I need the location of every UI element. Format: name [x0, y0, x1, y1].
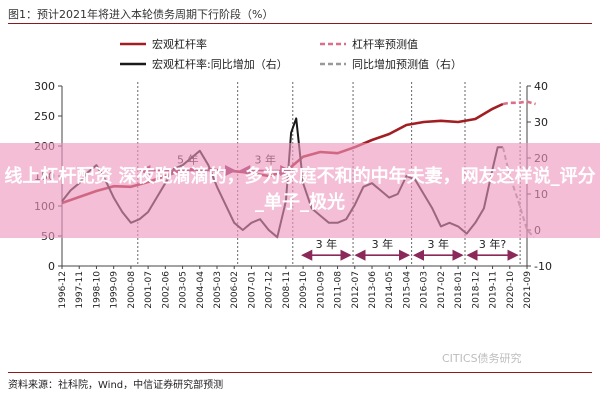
x-tick-label: 2017-02 [437, 271, 447, 309]
x-tick-label: 2018-12 [471, 271, 481, 309]
overlay-banner [0, 143, 600, 238]
legend-label-yoy_forecast: 同比增加预测值（右） [352, 57, 462, 71]
y-right-tick-label: -10 [534, 260, 552, 273]
x-tick-label: 2010-09 [316, 271, 326, 309]
x-tick-label: 2016-03 [420, 271, 430, 309]
figure-title: 图1：预计2021年将进入本轮债务周期下行阶段（%） [8, 8, 274, 21]
cycle-label: 3 年 [428, 237, 450, 251]
legend-label-yoy: 宏观杠杆率:同比增加（右） [152, 57, 288, 71]
x-tick-label: 2003-05 [179, 271, 189, 309]
series-line-2 [502, 100, 536, 106]
title-divider [8, 23, 592, 24]
x-tick-label: 2013-06 [368, 271, 378, 309]
x-tick-label: 2018-01 [454, 271, 464, 309]
cycle-label: 3 年 [372, 237, 394, 251]
cycle-label: 3 年 [316, 237, 338, 251]
legend-label-leverage: 宏观杠杆率 [152, 37, 207, 51]
x-tick-label: 2002-06 [161, 271, 171, 309]
x-tick-label: 2009-10 [299, 271, 309, 309]
y-right-tick-label: 40 [534, 80, 548, 93]
x-tick-label: 2019-11 [489, 271, 499, 309]
watermark-text: CITICS债务研究 [442, 352, 522, 365]
x-tick-label: 2021-09 [523, 271, 533, 309]
x-tick-label: 2006-02 [230, 271, 240, 309]
x-tick-label: 2020-10 [506, 271, 516, 309]
y-left-tick-label: 300 [34, 80, 55, 93]
y-left-tick-label: 0 [48, 260, 55, 273]
y-right-tick-label: 30 [534, 116, 548, 129]
x-tick-label: 2000-08 [127, 271, 137, 309]
x-tick-label: 2014-05 [385, 271, 395, 309]
source-note: 资料来源：社科院，Wind，中信证券研究部预测 [8, 380, 224, 391]
x-tick-label: 2004-04 [196, 271, 206, 309]
y-left-tick-label: 250 [34, 110, 55, 123]
x-tick-label: 2001-07 [144, 271, 154, 309]
overlay-banner-text: 线上杠杆配资 深夜跑滴滴的，多为家庭不和的中年夫妻，网友这样说_评分_单子_极光 [4, 166, 596, 213]
x-tick-label: 2008-11 [282, 271, 292, 309]
x-tick-label: 2007-12 [265, 271, 275, 309]
x-tick-label: 2005-03 [213, 271, 223, 309]
x-tick-label: 2015-04 [402, 271, 412, 309]
cycle-label: 3 年? [479, 237, 506, 251]
legend-label-leverage_forecast: 杠杆率预测值 [352, 37, 418, 51]
x-tick-label: 2012-07 [351, 271, 361, 309]
x-tick-label: 1999-09 [110, 271, 120, 309]
source-divider [8, 372, 592, 373]
x-tick-label: 2007-01 [247, 271, 257, 309]
x-tick-label: 1998-10 [92, 271, 102, 309]
x-tick-label: 2011-08 [334, 271, 344, 309]
x-tick-label: 1997-11 [75, 271, 85, 309]
x-tick-label: 1996-12 [58, 271, 68, 309]
